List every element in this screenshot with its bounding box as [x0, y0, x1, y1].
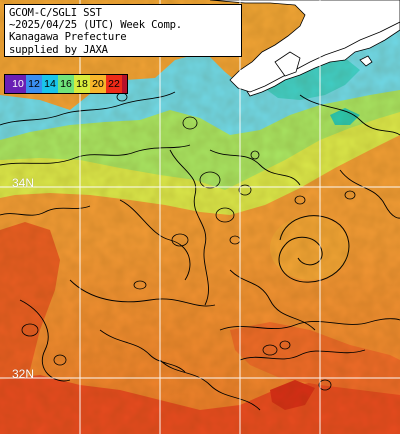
colorbar-tick-14: 14 [42, 75, 58, 93]
title-line-3: Kanagawa Prefecture [9, 31, 127, 44]
land-main [209, 0, 400, 93]
colorbar-tick-18: 18 [74, 75, 90, 93]
colorbar-tick-16: 16 [58, 75, 74, 93]
colorbar-tick-20: 20 [90, 75, 106, 93]
island [359, 55, 373, 67]
contour-lines [0, 91, 400, 411]
colorbar-tick-12: 12 [26, 75, 42, 93]
title-line-1: GCOM-C/SGLI SST [9, 7, 102, 19]
colorbar-cap-low [5, 75, 10, 93]
lat-label-south: 32N [12, 367, 35, 381]
colorbar-tick-22: 22 [106, 75, 122, 93]
contour-blobs [21, 92, 356, 391]
title-line-2: ~2025/04/25 (UTC) Week Comp. [9, 19, 182, 32]
colorbar-legend: 10 12 14 16 18 20 22 [4, 74, 128, 94]
colorbar-cap-high [122, 75, 127, 93]
colorbar-tick-10: 10 [10, 75, 26, 93]
title-box: GCOM-C/SGLI SST ~2025/04/25 (UTC) Week C… [4, 4, 242, 57]
title-line-4: supplied by JAXA [9, 43, 108, 56]
lat-label-north: 34N [12, 176, 35, 190]
peninsula [274, 51, 301, 77]
